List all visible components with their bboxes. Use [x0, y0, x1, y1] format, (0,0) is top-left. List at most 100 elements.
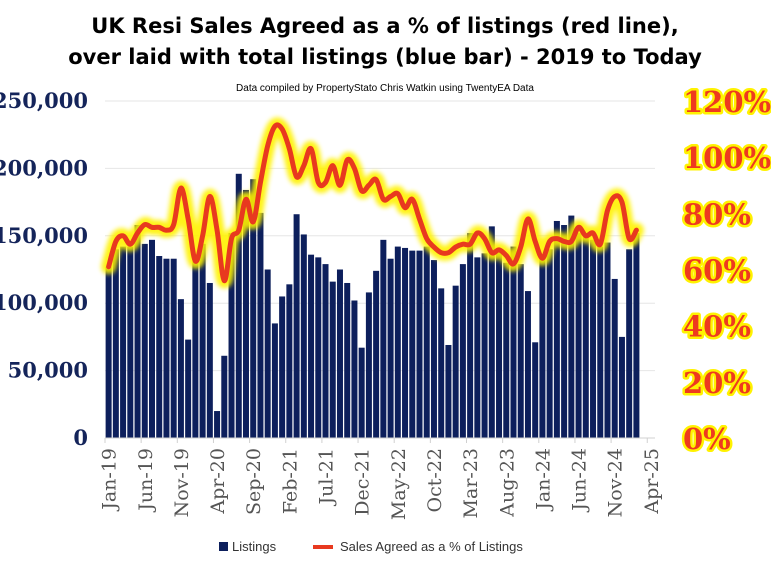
listings-bar — [148, 239, 155, 438]
listings-bar — [322, 264, 329, 438]
x-axis-tick-label: Jan-24 — [532, 448, 554, 512]
listings-bar — [315, 257, 322, 438]
x-axis-tick-label: Feb-21 — [279, 448, 301, 514]
listings-bar — [112, 249, 119, 438]
right-axis-tick-label: 80% — [683, 197, 751, 231]
listings-bar — [582, 237, 589, 438]
listings-bar — [445, 344, 452, 438]
listings-bar — [496, 249, 503, 438]
listings-bar — [459, 264, 466, 438]
left-axis-tick-label: 150,000 — [0, 223, 88, 248]
listings-bar — [242, 189, 249, 438]
listings-bar — [134, 225, 141, 438]
listings-bar — [293, 214, 300, 438]
listings-bar — [517, 264, 524, 438]
right-axis-tick-label: 20% — [683, 366, 751, 400]
listings-bar — [503, 262, 510, 438]
listings-bar — [344, 282, 351, 438]
listings-bar — [488, 226, 495, 438]
listings-bar — [611, 278, 618, 438]
listings-bar — [575, 233, 582, 438]
x-axis-tick-label: Jan-19 — [99, 448, 121, 512]
chart-subtitle: Data compiled by PropertyStato Chris Wat… — [236, 83, 534, 94]
listings-bar — [351, 300, 358, 438]
listings-bar — [177, 299, 184, 438]
listings-bar — [365, 292, 372, 438]
listings-bar — [604, 242, 611, 438]
x-axis-tick-label: Jun-19 — [135, 448, 157, 513]
listings-bar — [170, 258, 177, 438]
listings-bar — [416, 250, 423, 438]
listings-bar — [336, 269, 343, 438]
listings-bar — [409, 250, 416, 438]
listings-bar — [329, 281, 336, 438]
listings-bar — [308, 254, 315, 438]
right-axis-tick-label: 60% — [683, 254, 751, 288]
listings-bar — [300, 234, 307, 438]
listings-bar — [618, 336, 625, 438]
listings-bar — [185, 339, 192, 438]
chart-title-line2: over laid with total listings (blue bar)… — [68, 45, 702, 69]
x-axis-tick-label: Nov-19 — [171, 448, 193, 517]
listings-bar — [546, 249, 553, 438]
listings-bar — [387, 258, 394, 438]
listings-bar — [228, 233, 235, 438]
right-axis-tick-label: 120% — [683, 85, 771, 119]
listings-bar — [206, 282, 213, 438]
listings-bar — [235, 173, 242, 439]
listings-bar — [380, 239, 387, 438]
right-axis-tick-label: 100% — [683, 141, 771, 175]
left-axis: 0 50,000 100,000 150,000 200,000 250,000 — [0, 88, 88, 450]
listings-bar — [452, 285, 459, 438]
right-axis: 0% 20% 40% 60% 80% 100% 120% — [681, 83, 771, 459]
listings-bar — [358, 347, 365, 438]
legend-listings-label: Listings — [232, 539, 277, 554]
listings-bar — [430, 260, 437, 438]
listings-bar — [467, 233, 474, 438]
left-axis-tick-label: 200,000 — [0, 155, 88, 180]
listings-bar — [481, 253, 488, 438]
listings-bar — [532, 342, 539, 438]
x-axis-tick-label: Jul-21 — [316, 448, 338, 507]
x-axis-tick-label: Aug-23 — [496, 448, 518, 518]
right-axis-tick-label: 0% — [683, 422, 731, 456]
left-axis-tick-label: 100,000 — [0, 290, 88, 315]
listings-bar — [510, 246, 517, 438]
legend-sales-agreed-label: Sales Agreed as a % of Listings — [340, 539, 523, 554]
listings-bar — [264, 269, 271, 438]
listings-bar — [373, 270, 380, 438]
listings-bar — [257, 212, 264, 438]
listings-bar — [553, 220, 560, 438]
x-axis-tick-label: Apr-20 — [207, 448, 229, 515]
left-axis-tick-label: 0 — [73, 425, 88, 450]
listings-bar — [626, 249, 633, 438]
listings-bar — [250, 179, 257, 438]
listings-bar — [597, 246, 604, 438]
x-axis-tick-label: Dec-21 — [352, 448, 374, 516]
left-axis-tick-label: 250,000 — [0, 88, 88, 113]
sales-agreed-line-group — [101, 117, 644, 289]
listings-bar — [221, 355, 228, 438]
listings-bar — [474, 257, 481, 438]
listings-bar — [402, 247, 409, 438]
listings-bar — [199, 243, 206, 438]
right-axis-tick-label: 40% — [683, 310, 751, 344]
listings-bar — [561, 225, 568, 438]
legend-listings-swatch — [219, 542, 228, 551]
legend: Listings Sales Agreed as a % of Listings — [219, 539, 523, 554]
x-axis: Jan-19 Jun-19 Nov-19 Apr-20 Sep-20 Feb-21 Jul-… — [99, 437, 663, 520]
x-axis-tick-label: Nov-24 — [605, 448, 627, 517]
listings-bar — [633, 233, 640, 438]
x-axis-tick-label: Oct-22 — [424, 448, 446, 512]
listings-bar — [438, 288, 445, 438]
left-axis-tick-label: 50,000 — [8, 358, 88, 383]
listings-bar — [141, 243, 148, 438]
listings-bar — [192, 256, 199, 438]
listings-bar — [127, 246, 134, 438]
listings-bars — [105, 173, 640, 439]
chart-title-line1: UK Resi Sales Agreed as a % of listings … — [91, 14, 678, 38]
listings-bar — [286, 284, 293, 438]
listings-bar — [163, 258, 170, 438]
listings-bar — [120, 246, 127, 438]
